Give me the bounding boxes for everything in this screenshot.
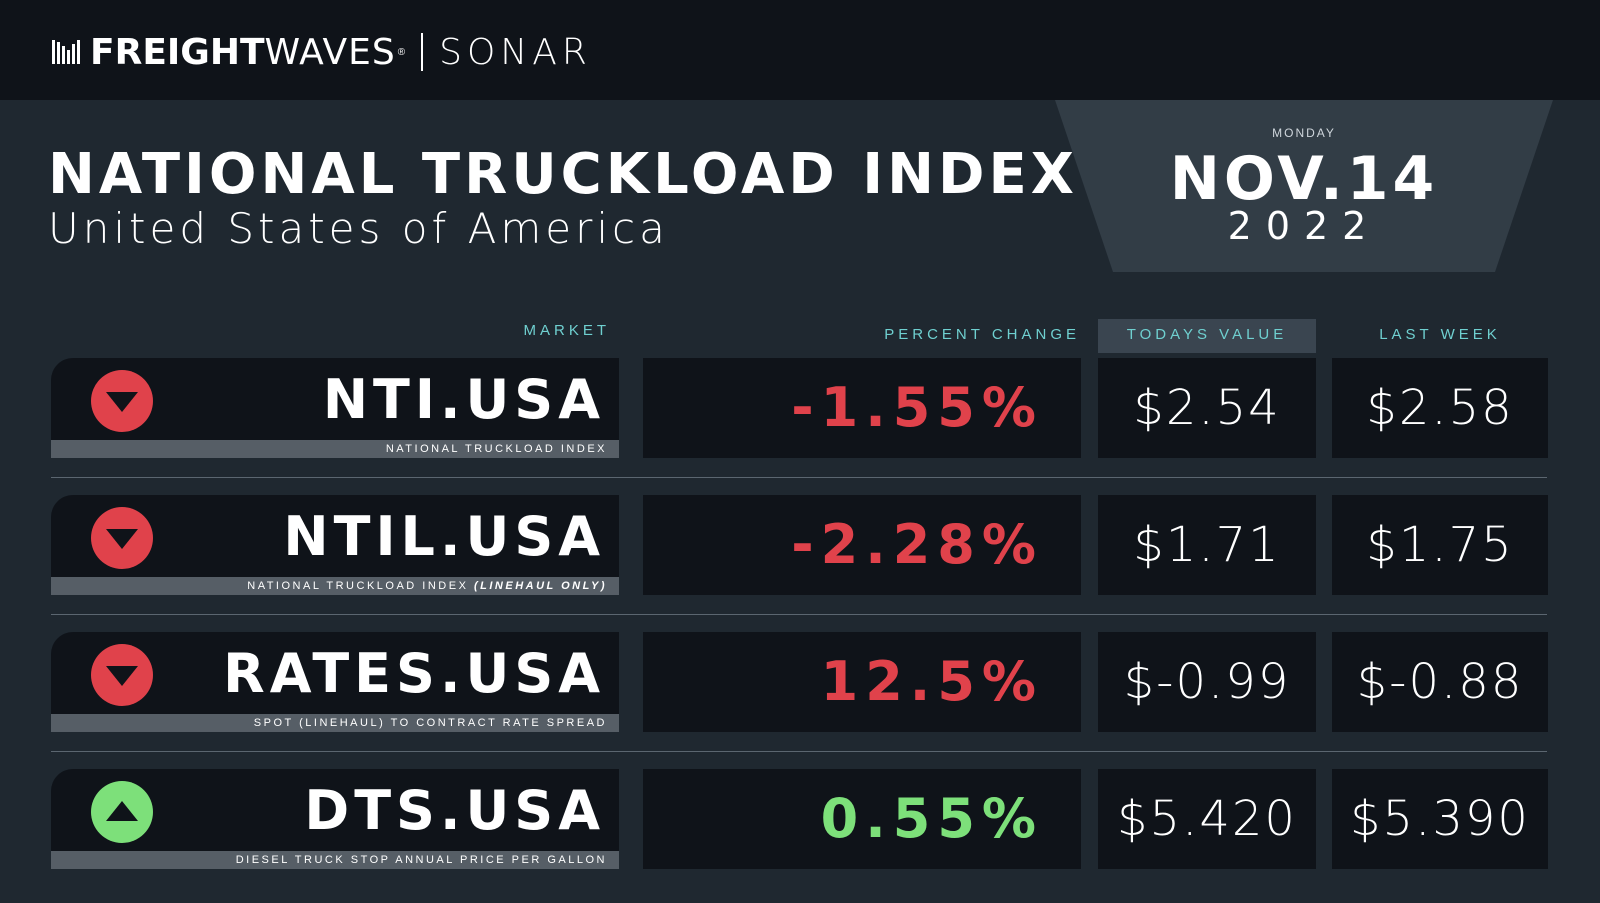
row-divider <box>51 614 1547 615</box>
date-panel-shape <box>1055 100 1553 272</box>
last-week-cell: $1.75 <box>1332 495 1548 595</box>
date-month-day: NOV.14 <box>1169 144 1439 214</box>
last-week-value: $2.58 <box>1366 380 1514 436</box>
top-bar: FREIGHT WAVES ® SONAR <box>0 0 1600 100</box>
registered-mark: ® <box>397 46 406 58</box>
last-week-value: $1.75 <box>1366 517 1514 573</box>
market-code: DTS.USA <box>304 779 605 842</box>
logo-divider <box>421 33 424 71</box>
row-divider <box>51 477 1547 478</box>
todays-value: $1.71 <box>1133 517 1281 573</box>
brand-sonar: SONAR <box>439 31 592 73</box>
last-week-value: $5.390 <box>1350 791 1530 847</box>
percent-change-value: 0.55% <box>820 787 1043 850</box>
market-description-strip: DIESEL TRUCK STOP ANNUAL PRICE PER GALLO… <box>51 851 619 869</box>
market-cell: RATES.USA SPOT (LINEHAUL) TO CONTRACT RA… <box>51 632 619 732</box>
last-week-cell: $2.58 <box>1332 358 1548 458</box>
date-year: 2022 <box>1227 204 1381 248</box>
page-title: NATIONAL TRUCKLOAD INDEX <box>48 142 1078 207</box>
last-week-cell: $5.390 <box>1332 769 1548 869</box>
table-row: DTS.USA DIESEL TRUCK STOP ANNUAL PRICE P… <box>0 769 1600 869</box>
market-code: NTI.USA <box>322 368 605 431</box>
market-cell: NTI.USA NATIONAL TRUCKLOAD INDEX <box>51 358 619 458</box>
market-description: SPOT (LINEHAUL) TO CONTRACT RATE SPREAD <box>253 717 607 729</box>
column-header-last-week: LAST WEEK <box>1379 326 1501 343</box>
market-description: NATIONAL TRUCKLOAD INDEX <box>385 443 607 455</box>
date-panel: MONDAY NOV.14 2022 <box>1055 100 1553 272</box>
freightwaves-logo-icon <box>52 40 80 64</box>
percent-change-value: -1.55% <box>791 376 1043 439</box>
percent-change-cell: 0.55% <box>643 769 1081 869</box>
percent-change-cell: -2.28% <box>643 495 1081 595</box>
market-description: NATIONAL TRUCKLOAD INDEX (LINEHAUL ONLY) <box>247 580 607 592</box>
table-row: NTI.USA NATIONAL TRUCKLOAD INDEX -1.55% … <box>0 358 1600 458</box>
brand-freight: FREIGHT <box>90 31 265 73</box>
market-description-strip: NATIONAL TRUCKLOAD INDEX <box>51 440 619 458</box>
market-cell: NTIL.USA NATIONAL TRUCKLOAD INDEX (LINEH… <box>51 495 619 595</box>
row-divider <box>51 751 1547 752</box>
table-row: RATES.USA SPOT (LINEHAUL) TO CONTRACT RA… <box>0 632 1600 732</box>
todays-value: $-0.99 <box>1123 654 1291 710</box>
column-header-todays-value: TODAYS VALUE <box>1098 319 1316 353</box>
todays-value-cell: $2.54 <box>1098 358 1316 458</box>
percent-change-cell: 12.5% <box>643 632 1081 732</box>
todays-value-cell: $-0.99 <box>1098 632 1316 732</box>
market-code: RATES.USA <box>223 642 605 705</box>
arrow-down-icon <box>91 644 153 706</box>
table-row: NTIL.USA NATIONAL TRUCKLOAD INDEX (LINEH… <box>0 495 1600 595</box>
last-week-value: $-0.88 <box>1356 654 1524 710</box>
arrow-up-icon <box>91 781 153 843</box>
market-code: NTIL.USA <box>283 505 605 568</box>
market-cell: DTS.USA DIESEL TRUCK STOP ANNUAL PRICE P… <box>51 769 619 869</box>
last-week-cell: $-0.88 <box>1332 632 1548 732</box>
todays-value-cell: $5.420 <box>1098 769 1316 869</box>
todays-value: $2.54 <box>1133 380 1281 436</box>
arrow-down-icon <box>91 370 153 432</box>
todays-value: $5.420 <box>1117 791 1297 847</box>
market-description-strip: SPOT (LINEHAUL) TO CONTRACT RATE SPREAD <box>51 714 619 732</box>
page-subtitle: United States of America <box>48 204 669 253</box>
todays-value-cell: $1.71 <box>1098 495 1316 595</box>
arrow-down-icon <box>91 507 153 569</box>
date-weekday: MONDAY <box>1272 126 1336 140</box>
brand-waves: WAVES <box>264 31 396 73</box>
market-description-strip: NATIONAL TRUCKLOAD INDEX (LINEHAUL ONLY) <box>51 577 619 595</box>
freightwaves-sonar-logo: FREIGHT WAVES ® SONAR <box>52 30 592 74</box>
percent-change-cell: -1.55% <box>643 358 1081 458</box>
column-header-market: MARKET <box>523 322 610 339</box>
percent-change-value: -2.28% <box>791 513 1043 576</box>
column-header-percent-change: PERCENT CHANGE <box>884 326 1080 343</box>
percent-change-value: 12.5% <box>820 650 1043 713</box>
market-description: DIESEL TRUCK STOP ANNUAL PRICE PER GALLO… <box>235 854 607 866</box>
